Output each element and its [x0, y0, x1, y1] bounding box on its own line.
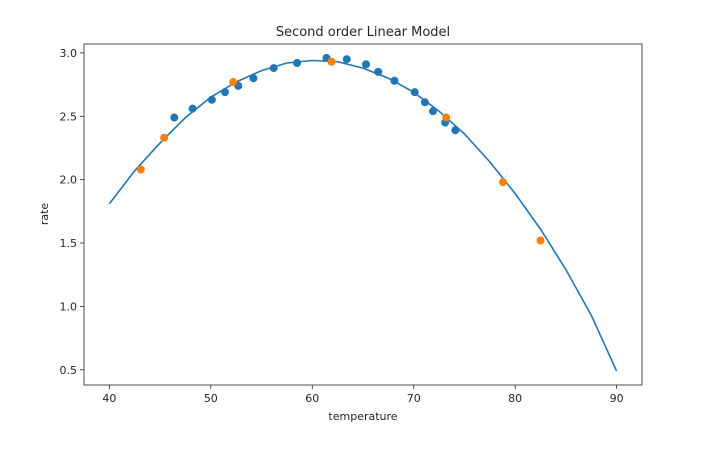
y-tick-label: 1.5 — [60, 237, 78, 250]
y-tick-label: 2.5 — [60, 110, 78, 123]
blue-series-point — [410, 88, 419, 97]
y-axis-label: rate — [38, 203, 51, 226]
orange-series-point — [442, 113, 451, 122]
blue-series-point — [429, 107, 438, 116]
y-tick-label: 2.0 — [60, 174, 78, 187]
blue-series-point — [451, 126, 460, 135]
orange-series-point — [327, 57, 336, 66]
x-tick-label: 80 — [508, 392, 522, 405]
blue-series-point — [188, 104, 197, 113]
plot-area — [83, 43, 643, 386]
x-tick-label: 50 — [204, 392, 218, 405]
blue-series-point — [342, 55, 351, 64]
orange-series-point — [160, 133, 169, 142]
x-axis-ticks: 40 50 60 70 80 90 — [102, 385, 624, 405]
y-axis-ticks: 0.5 1.0 1.5 2.0 2.5 3.0 — [60, 47, 84, 377]
orange-series-point — [499, 178, 508, 187]
y-tick-label: 1.0 — [60, 300, 78, 313]
y-tick-label: 0.5 — [60, 364, 78, 377]
orange-series-point — [536, 236, 545, 245]
blue-series-point — [362, 60, 371, 69]
blue-series-point — [269, 64, 278, 73]
y-tick-label: 3.0 — [60, 47, 78, 60]
x-tick-label: 90 — [610, 392, 624, 405]
blue-series-point — [221, 88, 230, 97]
scatter-points-layer — [136, 53, 545, 245]
x-tick-label: 40 — [102, 392, 116, 405]
orange-series-point — [229, 78, 238, 87]
blue-series-point — [293, 59, 302, 68]
blue-series-point — [170, 113, 179, 122]
blue-series-point — [420, 98, 429, 107]
blue-series-point — [249, 74, 258, 83]
blue-series-point — [390, 76, 399, 85]
x-tick-label: 70 — [407, 392, 421, 405]
blue-series-point — [374, 67, 383, 76]
orange-series-point — [136, 165, 145, 174]
x-tick-label: 60 — [305, 392, 319, 405]
blue-series-point — [207, 95, 216, 104]
x-axis-label: temperature — [328, 410, 397, 423]
chart-title: Second order Linear Model — [276, 25, 450, 40]
